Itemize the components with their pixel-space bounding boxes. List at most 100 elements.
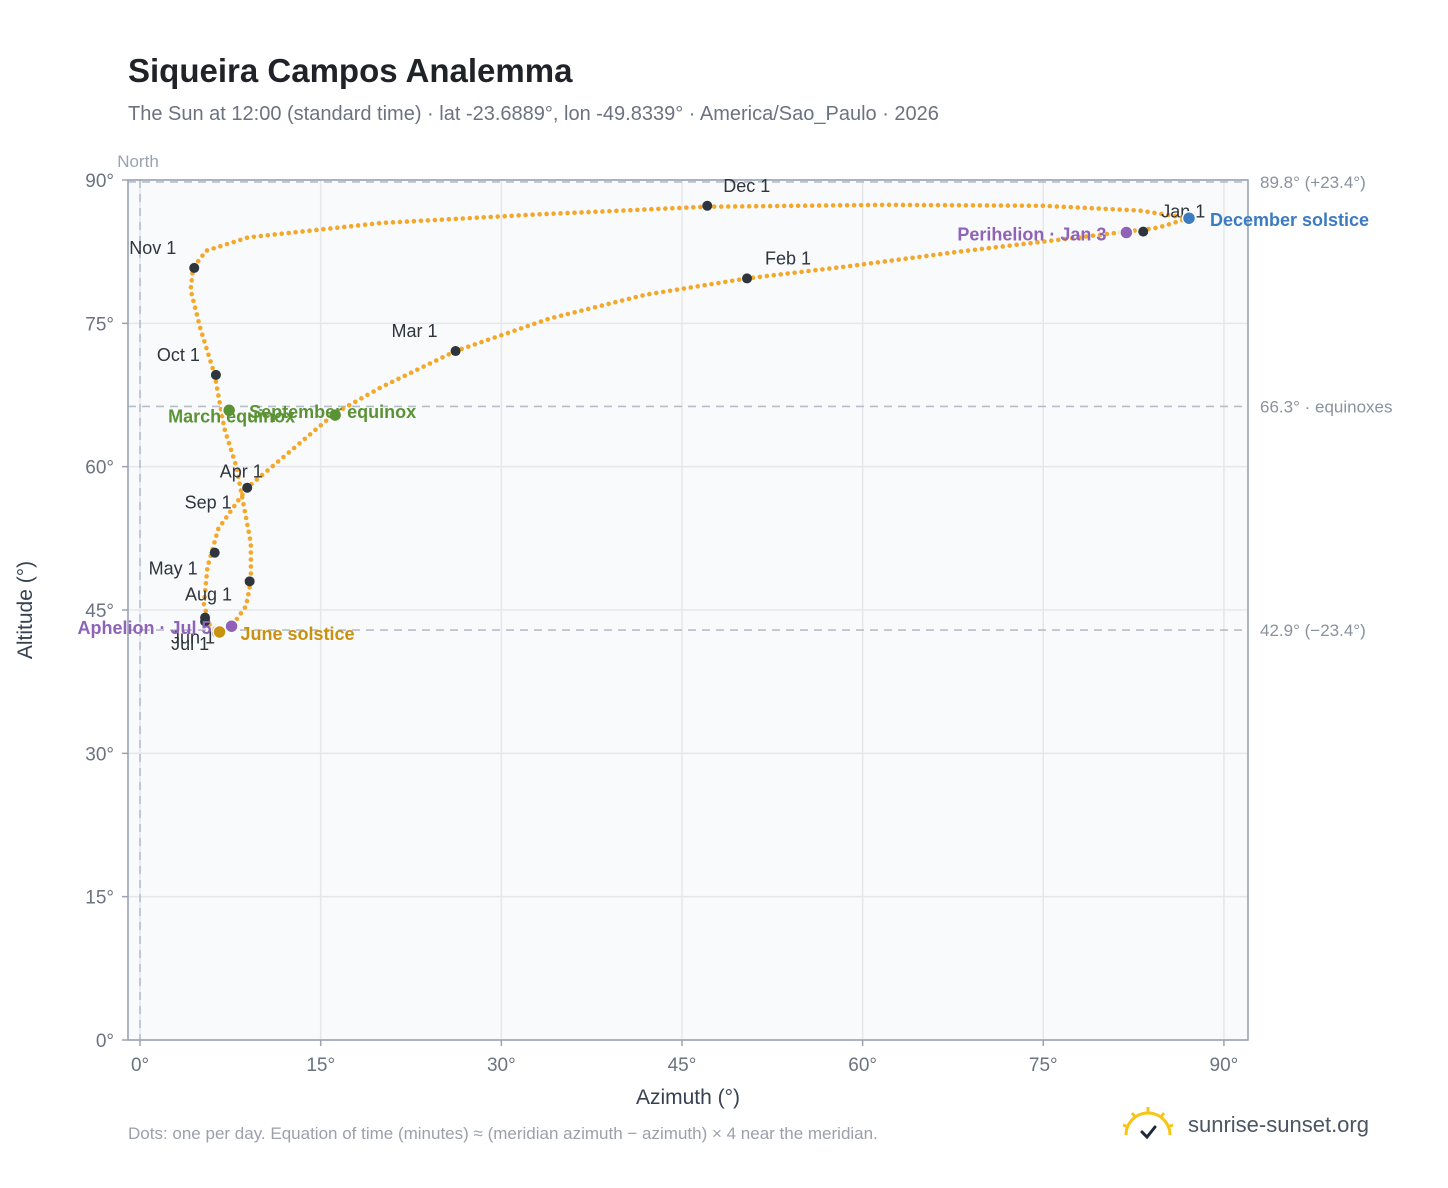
daily-dot [914, 202, 920, 208]
daily-dot [286, 450, 292, 455]
daily-dot [389, 379, 395, 385]
daily-dot [323, 418, 329, 424]
daily-dot [656, 206, 661, 212]
daily-dot [830, 203, 836, 208]
daily-dot [778, 272, 784, 277]
daily-dot [991, 203, 997, 208]
daily-dot [307, 228, 312, 234]
daily-dot [809, 203, 815, 208]
daily-dot [711, 204, 717, 209]
brand-logo[interactable]: sunrise-sunset.org [1120, 1100, 1369, 1150]
daily-dot [512, 328, 517, 333]
daily-dot [626, 296, 632, 302]
daily-dot [1103, 206, 1109, 212]
event-label: Aphelion · Jul 5 [78, 618, 212, 638]
daily-dot [690, 205, 696, 210]
daily-dot [619, 298, 625, 303]
daily-dot [977, 203, 983, 208]
daily-dot [732, 204, 738, 209]
y-tick-label: 60° [85, 458, 114, 479]
daily-dot [607, 208, 612, 214]
daily-dot [767, 203, 773, 209]
daily-dot [723, 279, 728, 285]
daily-dot [297, 441, 302, 446]
daily-dot [984, 203, 990, 208]
x-tick-label: 90° [1210, 1055, 1239, 1076]
month-marker [200, 612, 211, 623]
daily-dot [558, 313, 564, 318]
event-label: December solstice [1210, 210, 1369, 230]
daily-dot [411, 218, 417, 224]
month-marker [244, 576, 255, 587]
daily-dot [318, 423, 324, 428]
daily-dot [232, 460, 238, 466]
daily-dot [958, 249, 964, 254]
daily-dot [633, 294, 639, 300]
daily-dot [230, 454, 236, 459]
daily-dot [820, 267, 825, 272]
daily-dot [879, 202, 885, 208]
daily-dot [314, 227, 319, 233]
daily-dot [355, 223, 361, 228]
daily-dot [872, 202, 878, 208]
daily-dot [1152, 210, 1157, 216]
daily-dot [1153, 225, 1158, 231]
daily-dot [214, 386, 220, 391]
daily-dot [599, 303, 605, 308]
daily-dot [219, 520, 225, 526]
x-tick-label: 30° [487, 1055, 516, 1076]
daily-dot [592, 304, 598, 310]
daily-dot [931, 252, 936, 258]
daily-dot [663, 206, 668, 211]
daily-dot [369, 221, 375, 227]
brand-text: sunrise-sunset.org [1188, 1112, 1369, 1137]
daily-dot [189, 291, 194, 297]
daily-dot [760, 203, 766, 209]
daily-dot [440, 355, 445, 360]
daily-dot [823, 203, 829, 208]
daily-dot [242, 605, 248, 610]
daily-dot [865, 202, 871, 208]
y-tick-label: 30° [85, 744, 114, 765]
daily-dot [479, 339, 484, 345]
daily-dot [377, 385, 382, 391]
month-marker [189, 262, 200, 273]
daily-dot [702, 282, 707, 288]
month-label: Mar 1 [392, 321, 438, 341]
daily-dot [942, 202, 948, 208]
daily-dot [243, 515, 249, 521]
y-tick-label: 15° [85, 888, 114, 909]
daily-dot [674, 287, 680, 292]
daily-dot [552, 315, 557, 320]
daily-dot [196, 318, 201, 324]
daily-dot [418, 218, 424, 224]
event-label: September equinox [249, 402, 416, 422]
month-marker [702, 200, 713, 211]
daily-dot [488, 214, 494, 220]
daily-dot [495, 214, 500, 219]
daily-dot [402, 373, 408, 379]
month-label: Apr 1 [220, 462, 263, 482]
daily-dot [688, 285, 694, 290]
daily-dot [359, 396, 364, 401]
daily-dot [837, 203, 843, 208]
daily-dot [1026, 203, 1032, 209]
daily-dot [275, 459, 281, 464]
event-marker [1181, 210, 1197, 226]
daily-dot [827, 266, 832, 271]
daily-dot [965, 248, 971, 253]
event-marker [224, 618, 239, 634]
daily-dot [390, 220, 396, 225]
daily-dot [362, 222, 368, 228]
daily-dot [246, 591, 251, 597]
daily-dot [525, 323, 531, 329]
month-label: Nov 1 [129, 238, 176, 258]
daily-dot [1007, 243, 1012, 248]
daily-dot [523, 212, 528, 218]
daily-dot [472, 342, 478, 347]
daily-dot [265, 468, 270, 473]
daily-dot [192, 305, 198, 310]
daily-dot [1021, 241, 1026, 247]
daily-dot [844, 202, 850, 208]
daily-dot [439, 217, 445, 222]
